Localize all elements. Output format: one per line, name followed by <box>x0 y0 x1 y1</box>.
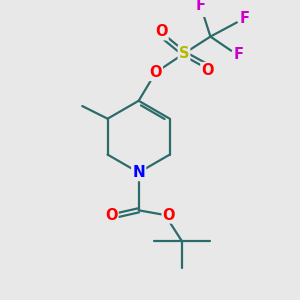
Text: F: F <box>234 47 244 62</box>
Text: F: F <box>239 11 249 26</box>
Text: F: F <box>196 0 206 13</box>
Text: O: O <box>163 208 175 223</box>
Text: O: O <box>149 65 162 80</box>
Text: S: S <box>179 46 189 61</box>
Text: O: O <box>105 208 118 224</box>
Text: O: O <box>201 63 214 78</box>
Text: O: O <box>155 24 168 39</box>
Text: N: N <box>132 165 145 180</box>
